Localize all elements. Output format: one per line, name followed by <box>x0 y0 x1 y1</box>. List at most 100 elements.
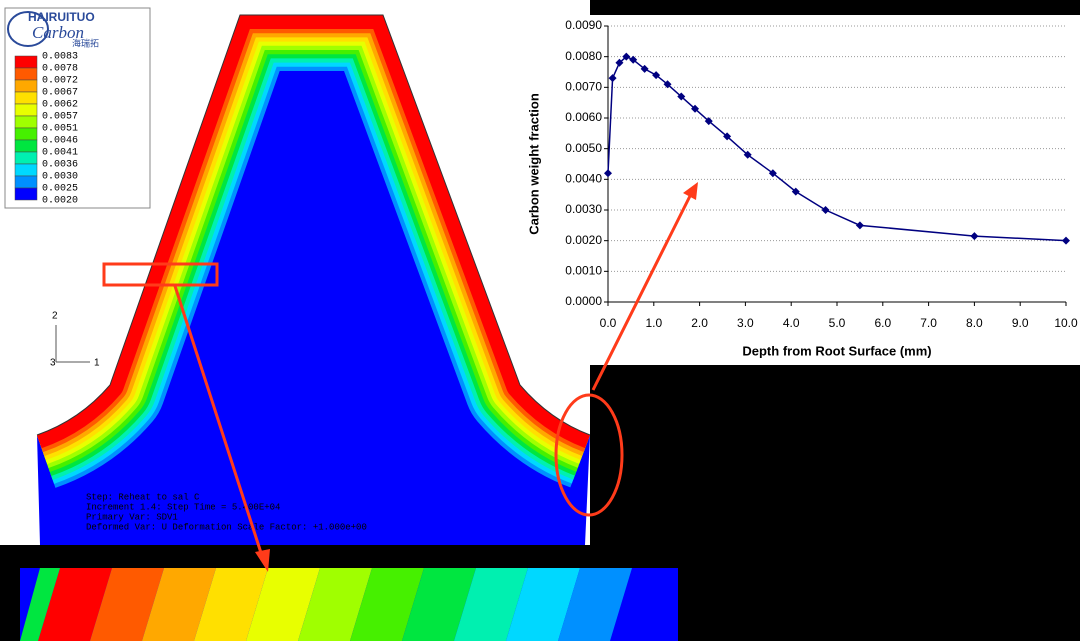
step-info: Deformed Var: U Deformation Scale Factor… <box>86 522 367 532</box>
y-tick-label: 0.0000 <box>565 294 602 308</box>
legend-swatch <box>14 91 38 105</box>
legend-swatch <box>14 103 38 117</box>
legend-label: 0.0030 <box>42 172 78 183</box>
marker <box>615 58 624 67</box>
marker <box>622 52 631 61</box>
marker <box>768 169 777 178</box>
legend-label: 0.0051 <box>42 124 78 135</box>
strip-band <box>454 568 528 641</box>
strip-band <box>142 568 216 641</box>
legend-swatch <box>14 79 38 93</box>
legend-label: 0.0025 <box>42 184 78 195</box>
legend-swatch <box>14 151 38 165</box>
x-axis-label: Depth from Root Surface (mm) <box>742 343 931 358</box>
strip-band <box>246 568 320 641</box>
triad-label: 3 <box>50 358 56 369</box>
x-tick-label: 5.0 <box>829 316 846 330</box>
step-info: Primary Var: SDV1 <box>86 512 178 522</box>
marker <box>723 132 732 141</box>
x-tick-label: 9.0 <box>1012 316 1029 330</box>
legend-swatch <box>14 67 38 81</box>
legend-swatch <box>14 127 38 141</box>
y-tick-label: 0.0080 <box>565 49 602 63</box>
strip-band <box>194 568 268 641</box>
marker <box>970 232 979 241</box>
y-tick-label: 0.0040 <box>565 172 602 186</box>
marker <box>604 169 612 178</box>
chart: 0.00000.00100.00200.00300.00400.00500.00… <box>526 18 1078 358</box>
marker <box>691 104 700 113</box>
legend-label: 0.0046 <box>42 136 78 147</box>
triad-label: 1 <box>94 358 100 369</box>
legend-swatch <box>14 139 38 153</box>
logo-brand: HAIRUITUO <box>28 10 95 24</box>
chart-bg <box>590 15 1080 365</box>
marker <box>704 117 713 126</box>
legend-swatch <box>14 187 38 201</box>
y-tick-label: 0.0060 <box>565 110 602 124</box>
arrow-head <box>683 182 698 200</box>
strip-band <box>38 568 112 641</box>
highlight-ellipse <box>554 393 624 517</box>
marker <box>855 221 864 230</box>
zoom-strip <box>20 568 678 641</box>
arrow <box>591 195 692 391</box>
x-tick-label: 4.0 <box>783 316 800 330</box>
strip-band <box>90 568 164 641</box>
marker <box>663 80 672 89</box>
x-tick-label: 1.0 <box>645 316 662 330</box>
strip-band <box>506 568 580 641</box>
legend-label: 0.0072 <box>42 76 78 87</box>
step-info: Step: Reheat to sal C <box>86 492 200 502</box>
marker <box>791 187 800 196</box>
legend-label: 0.0036 <box>42 160 78 171</box>
y-tick-label: 0.0070 <box>565 80 602 94</box>
marker <box>821 206 830 214</box>
y-tick-label: 0.0030 <box>565 202 602 216</box>
x-tick-label: 0.0 <box>600 316 617 330</box>
legend-swatch <box>14 175 38 189</box>
logo-script: Carbon <box>32 23 84 42</box>
highlight-box <box>102 262 219 287</box>
legend-swatch <box>14 55 38 69</box>
legend-swatch <box>14 115 38 129</box>
legend-label: 0.0083 <box>42 52 78 63</box>
strip-band <box>350 568 424 641</box>
legend-label: 0.0041 <box>42 148 78 159</box>
strip-edge <box>20 568 60 641</box>
x-tick-label: 7.0 <box>920 316 937 330</box>
y-tick-label: 0.0090 <box>565 18 602 32</box>
arrow-head <box>255 549 270 572</box>
legend-swatch <box>14 163 38 177</box>
marker <box>1062 236 1070 245</box>
marker <box>629 55 638 64</box>
outline <box>36 14 591 436</box>
y-tick-label: 0.0050 <box>565 141 602 155</box>
strip-band <box>558 568 632 641</box>
strip-band <box>402 568 476 641</box>
y-axis-label: Carbon weight fraction <box>526 93 541 235</box>
x-tick-label: 6.0 <box>874 316 891 330</box>
strip-band <box>298 568 372 641</box>
x-tick-label: 3.0 <box>737 316 754 330</box>
x-tick-label: 8.0 <box>966 316 983 330</box>
x-tick-label: 2.0 <box>691 316 708 330</box>
legend-label: 0.0057 <box>42 112 78 123</box>
y-tick-label: 0.0010 <box>565 264 602 278</box>
step-info: Increment 1.4: Step Time = 5.400E+04 <box>86 502 280 512</box>
legend-label: 0.0020 <box>42 196 78 207</box>
triad-label: 2 <box>52 311 58 322</box>
marker <box>608 74 617 83</box>
marker <box>652 71 661 80</box>
arrow <box>173 285 264 557</box>
legend-label: 0.0078 <box>42 64 78 75</box>
legend-label: 0.0067 <box>42 88 78 99</box>
marker <box>743 150 752 159</box>
x-tick-label: 10.0 <box>1054 316 1078 330</box>
y-tick-label: 0.0020 <box>565 233 602 247</box>
marker <box>640 64 649 73</box>
legend-label: 0.0062 <box>42 100 78 111</box>
logo-ring <box>7 11 49 47</box>
